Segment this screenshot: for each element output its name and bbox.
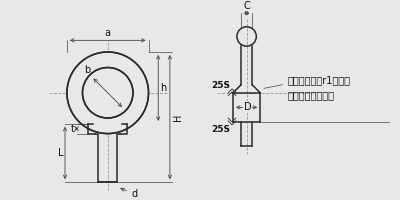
Text: 首下には必ずr1以上の
丸みをつけること: 首下には必ずr1以上の 丸みをつけること <box>288 76 350 100</box>
Text: D: D <box>244 102 252 112</box>
Text: b: b <box>84 65 90 75</box>
Circle shape <box>67 52 148 134</box>
Text: H: H <box>173 113 183 121</box>
Text: L: L <box>58 148 63 158</box>
Text: C: C <box>243 1 250 11</box>
Text: a: a <box>105 28 111 38</box>
Text: 25S: 25S <box>211 125 230 134</box>
Text: h: h <box>160 83 166 93</box>
Text: d: d <box>131 189 137 199</box>
Text: t: t <box>71 124 75 134</box>
Text: 25S: 25S <box>211 81 230 90</box>
